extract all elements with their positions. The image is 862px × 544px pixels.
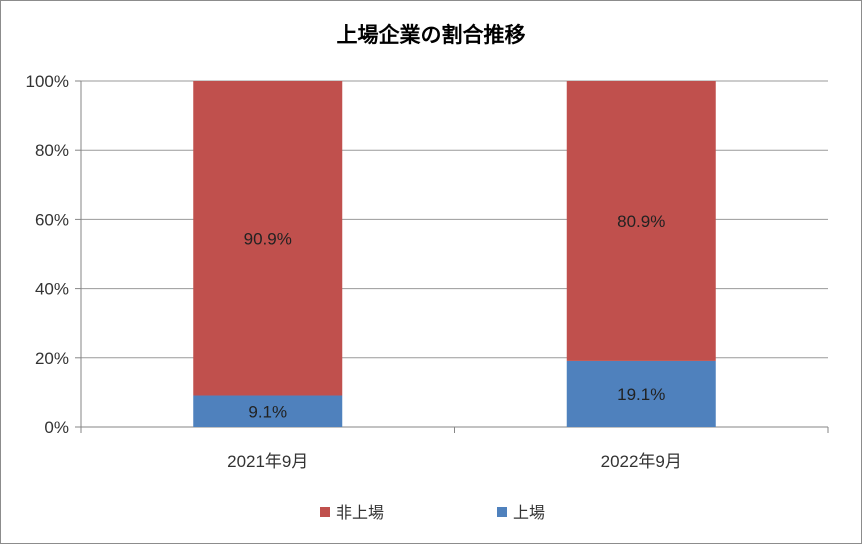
y-tick-label: 80% [35,141,69,160]
legend-swatch [320,507,330,517]
legend: 非上場 上場 [320,503,545,522]
chart-title: 上場企業の割合推移 [337,23,526,47]
legend-swatch [497,507,507,517]
y-tick-label: 60% [35,210,69,229]
data-labels: 9.1% 90.9% 19.1% 80.9% [244,212,666,421]
bar-segment [566,360,716,427]
legend-label: 上場 [513,503,545,522]
data-label: 90.9% [244,229,292,248]
x-tick-label: 2021年9月 [227,452,308,471]
y-tick-label: 20% [35,349,69,368]
y-tick-label: 100% [26,72,69,91]
legend-label: 非上場 [336,503,384,522]
data-label: 9.1% [248,402,287,421]
axes: 0% 20% 40% 60% 80% 100% 2021年9月 2022年9月 [26,72,829,471]
x-tick-label: 2022年9月 [601,452,682,471]
y-tick-label: 0% [44,418,69,437]
data-label: 19.1% [617,385,665,404]
bar-segment [193,395,343,427]
bar-segment [193,81,343,396]
y-tick-label: 40% [35,280,69,299]
bar-segment [566,81,716,361]
bars [193,81,716,427]
data-label: 80.9% [617,212,665,231]
